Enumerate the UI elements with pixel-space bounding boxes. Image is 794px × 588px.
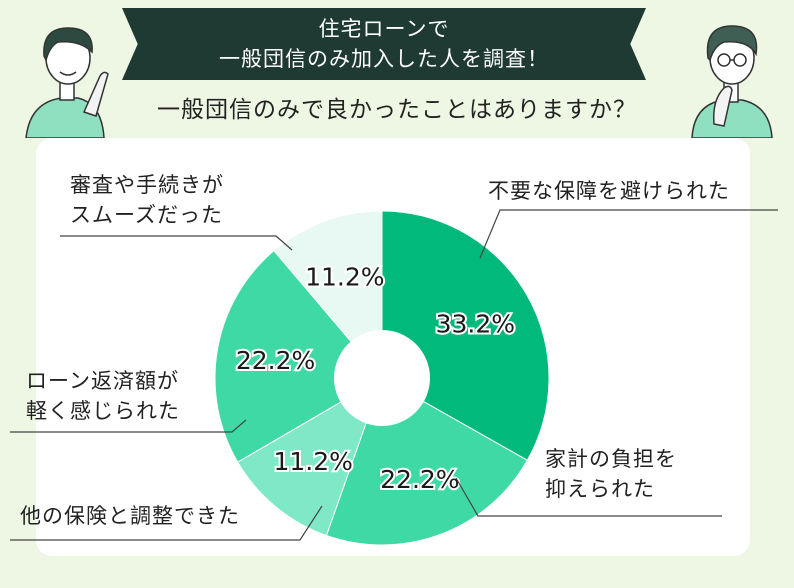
donut-hole [334, 330, 430, 426]
category-label-not-needed: 不要な保障を避けられた [488, 176, 730, 206]
pie-slice-other-insurance [237, 376, 383, 537]
pie-slice-repayment [214, 249, 383, 463]
category-label-other-insurance: 他の保険と調整できた [20, 501, 240, 531]
leader-line-screening [60, 235, 293, 251]
person-pointing-illustration [25, 27, 109, 138]
banner-line-2: 一般団信のみ加入した人を調査！ [219, 47, 549, 71]
category-label-line: 審査や手続きが [70, 173, 224, 197]
value-label-repayment: 22.2% [236, 346, 315, 375]
value-label-other-insurance: 11.2% [273, 447, 352, 476]
category-label-line: 軽く感じられた [26, 399, 180, 423]
category-label-line: 抑えられた [545, 477, 655, 501]
leader-line-not-needed [479, 209, 778, 259]
category-label-line: ローン返済額が [26, 369, 179, 393]
leader-line-household [455, 477, 722, 517]
category-label-household: 家計の負担を 抑えられた [545, 444, 677, 504]
category-label-repayment: ローン返済額が 軽く感じられた [26, 366, 180, 426]
category-label-line: 不要な保障を避けられた [488, 179, 730, 203]
title-banner: 住宅ローンで 一般団信のみ加入した人を調査！ [122, 8, 646, 80]
category-label-line: 家計の負担を [545, 447, 677, 471]
category-label-line: 他の保険と調整できた [20, 504, 240, 528]
category-label-line: スムーズだった [70, 203, 223, 227]
pie-slice-screening [273, 210, 383, 380]
survey-question: 一般団信のみで良かったことはありますか？ [157, 97, 637, 123]
value-label-household: 22.2% [380, 465, 459, 494]
category-label-screening: 審査や手続きが スムーズだった [70, 170, 224, 230]
value-label-not-needed: 33.2% [436, 310, 515, 339]
value-label-screening: 11.2% [305, 263, 384, 292]
leader-line-repayment [10, 419, 247, 433]
person-thinking-illustration [691, 25, 773, 138]
banner-line-1: 住宅ローンで [318, 17, 450, 41]
leader-line-other-insurance [10, 505, 323, 541]
